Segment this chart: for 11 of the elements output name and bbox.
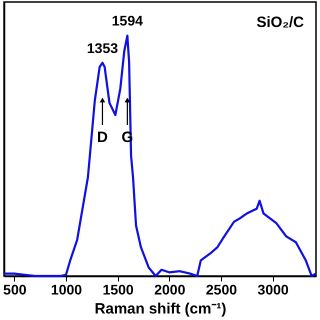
x-tick-label: 2000 xyxy=(154,282,186,298)
annotation: D xyxy=(97,129,108,146)
x-tick-label: 500 xyxy=(3,282,27,298)
annotation: 1594 xyxy=(112,12,144,29)
x-tick-label: 2500 xyxy=(206,282,238,298)
text: SiO₂/C xyxy=(256,14,304,31)
x-tick-label: 3000 xyxy=(258,282,289,298)
x-tick-label: 1500 xyxy=(102,282,134,298)
x-tick-label: 1000 xyxy=(50,282,82,298)
annotation: 1353 xyxy=(86,40,118,56)
x-axis-title: Raman shift (cm⁻¹) xyxy=(94,300,226,318)
